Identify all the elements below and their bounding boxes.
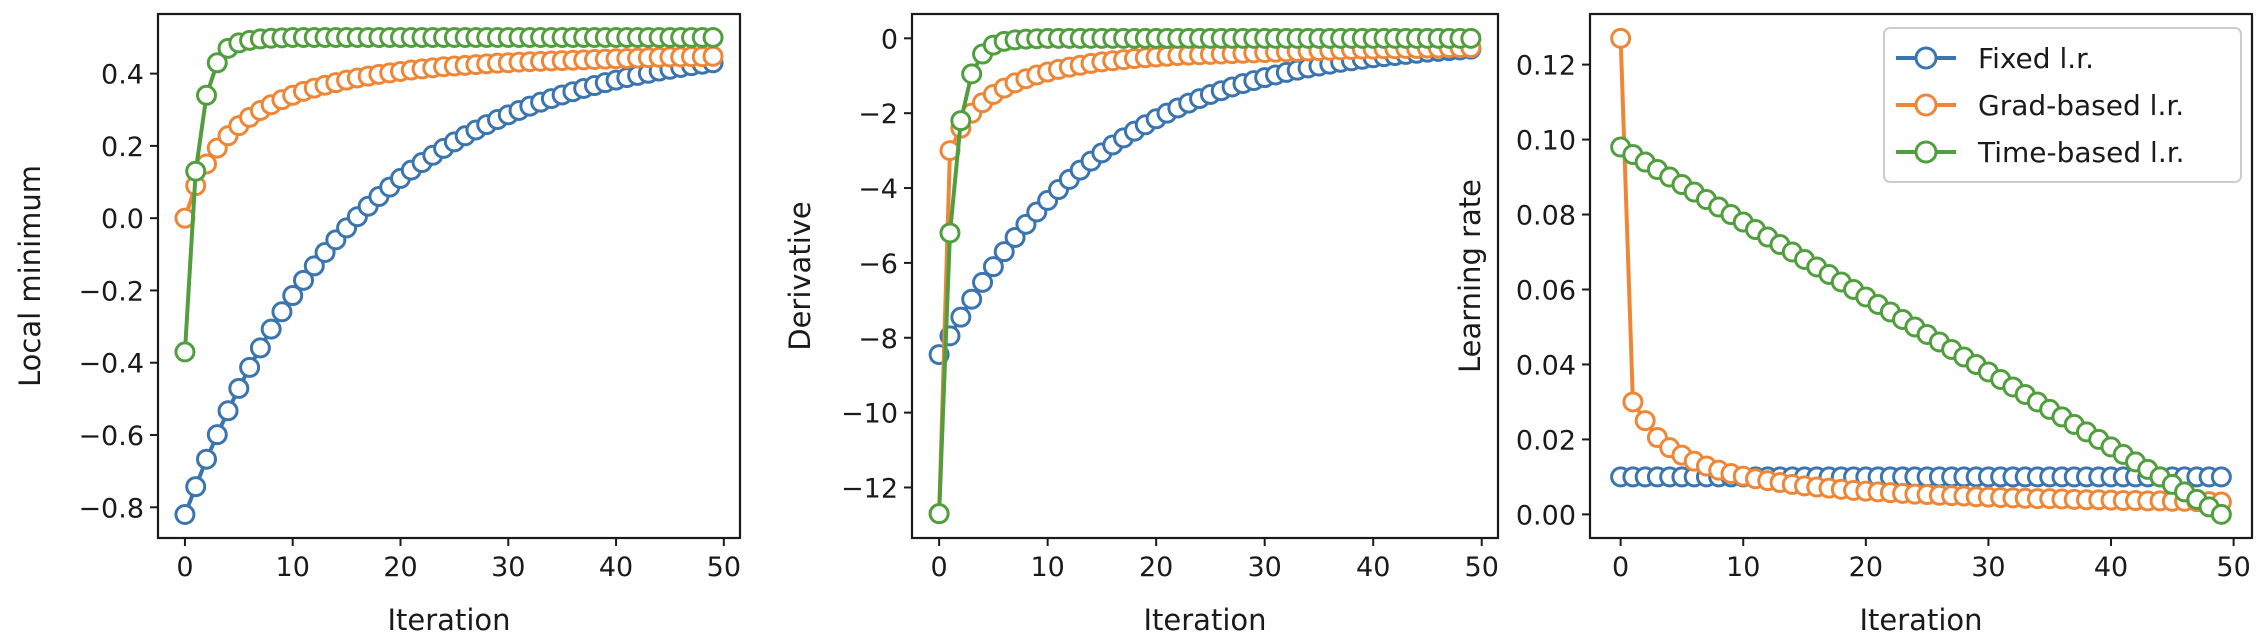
- data-point-fixed: [972, 271, 994, 293]
- y-tick-label: 0.12: [1516, 51, 1576, 82]
- y-tick-label: 0.02: [1516, 425, 1576, 456]
- data-point-time: [939, 222, 961, 244]
- y-tick-label: −0.6: [78, 421, 144, 452]
- data-point-fixed: [174, 504, 196, 526]
- data-point-fixed: [185, 476, 207, 498]
- series-line-grad: [937, 45, 1471, 514]
- x-tick-label: 30: [1971, 552, 2005, 583]
- x-axis-label: Iteration: [1859, 603, 1982, 637]
- x-tick-label: 10: [1726, 552, 1760, 583]
- legend-box: [1883, 27, 2242, 183]
- legend-marker-time: [1914, 140, 1938, 164]
- series-line-fixed: [183, 60, 714, 516]
- data-point-time: [702, 26, 724, 48]
- data-point-fixed: [228, 377, 250, 399]
- data-point-fixed: [271, 301, 293, 323]
- data-point-fixed: [206, 424, 228, 446]
- data-point-fixed: [982, 256, 1004, 278]
- data-point-grad: [1634, 410, 1656, 432]
- data-point-fixed: [2210, 466, 2232, 488]
- data-point-time: [174, 341, 196, 363]
- y-tick-label: −0.8: [78, 493, 144, 524]
- data-point-fixed: [217, 400, 239, 422]
- data-point-fixed: [293, 269, 314, 291]
- x-tick-label: 20: [1849, 552, 1883, 583]
- x-tick-label: 10: [1030, 552, 1064, 583]
- y-tick-label: 0: [881, 24, 898, 55]
- y-tick-label: −8: [858, 324, 898, 355]
- y-tick-label: −0.2: [78, 276, 144, 307]
- x-tick-label: 0: [931, 552, 948, 583]
- data-point-time: [928, 503, 950, 525]
- x-tick-label: 0: [1612, 552, 1629, 583]
- x-tick-label: 50: [1465, 552, 1499, 583]
- x-tick-label: 20: [1139, 552, 1173, 583]
- y-tick-label: 0.4: [101, 60, 144, 91]
- x-tick-label: 30: [491, 552, 525, 583]
- y-tick-label: −0.4: [78, 349, 144, 380]
- axes-frame: [1588, 12, 2254, 540]
- y-tick-label: −6: [858, 249, 898, 280]
- data-point-fixed: [260, 318, 282, 340]
- legend-marker-fixed: [1914, 46, 1938, 70]
- data-point-fixed: [196, 448, 217, 470]
- local-minimum-panel: 0 10 20 30 40 50 −0.8 −0.6 −0.4 −0.2 0.0 0.2 0.4 Iter…: [13, 12, 742, 637]
- x-tick-label: 40: [599, 552, 633, 583]
- axes-frame: [910, 12, 1500, 540]
- data-point-fixed: [950, 306, 972, 328]
- x-tick-label: 50: [2216, 552, 2250, 583]
- data-point-time: [206, 52, 228, 74]
- y-axis-label: Local minimum: [13, 165, 47, 387]
- x-tick-label: 50: [707, 552, 741, 583]
- y-tick-label: −4: [858, 174, 898, 205]
- y-tick-label: 0.00: [1516, 500, 1576, 531]
- y-tick-label: 0.0: [101, 204, 144, 235]
- data-point-fixed: [249, 337, 271, 359]
- y-tick-label: 0.2: [101, 132, 144, 163]
- data-point-time: [196, 84, 217, 106]
- data-point-grad: [1610, 27, 1632, 49]
- y-tick-label: 0.08: [1516, 201, 1576, 232]
- data-point-grad: [1622, 391, 1644, 413]
- data-point-time: [1460, 27, 1482, 49]
- data-point-fixed: [961, 288, 983, 310]
- learning-rate-panel: 0 10 20 30 40 50 0.00 0.02 0.04 0.06 0.08 0.10 0.12 I…: [1453, 12, 2254, 637]
- y-tick-label: −12: [841, 473, 898, 504]
- x-tick-label: 20: [383, 552, 417, 583]
- x-tick-label: 0: [176, 552, 193, 583]
- x-tick-label: 40: [2094, 552, 2128, 583]
- axes-frame: [156, 12, 742, 540]
- y-tick-label: 0.04: [1516, 350, 1576, 381]
- x-axis-label: Iteration: [1143, 603, 1266, 637]
- x-tick-label: 30: [1248, 552, 1282, 583]
- legend-label-grad: Grad-based l.r.: [1978, 89, 2184, 122]
- data-point-time: [185, 160, 207, 182]
- y-tick-label: −2: [858, 99, 898, 130]
- x-axis-label: Iteration: [387, 603, 510, 637]
- y-axis-label: Derivative: [783, 201, 817, 351]
- y-axis-label: Learning rate: [1453, 179, 1487, 373]
- data-point-fixed: [993, 241, 1015, 263]
- legend-label-time: Time-based l.r.: [1977, 136, 2185, 169]
- series-line-time: [937, 36, 1471, 514]
- data-point-fixed: [239, 356, 261, 378]
- data-point-fixed: [1004, 226, 1026, 248]
- data-point-time: [950, 110, 972, 132]
- y-tick-label: 0.10: [1516, 126, 1576, 157]
- derivative-panel: 0 10 20 30 40 50 −12 −10 −8 −6 −4 −2 0 Iteration Deriv…: [783, 12, 1500, 637]
- data-point-fixed: [282, 285, 304, 307]
- x-tick-label: 40: [1356, 552, 1390, 583]
- legend-label-fixed: Fixed l.r.: [1978, 42, 2094, 75]
- x-tick-label: 10: [276, 552, 310, 583]
- data-point-grad: [702, 45, 724, 67]
- data-point-fixed: [303, 255, 325, 277]
- data-point-time: [961, 63, 983, 85]
- y-tick-label: 0.06: [1516, 275, 1576, 306]
- legend-marker-grad: [1914, 93, 1938, 117]
- data-point-time: [2210, 503, 2232, 525]
- y-tick-label: −10: [841, 399, 898, 430]
